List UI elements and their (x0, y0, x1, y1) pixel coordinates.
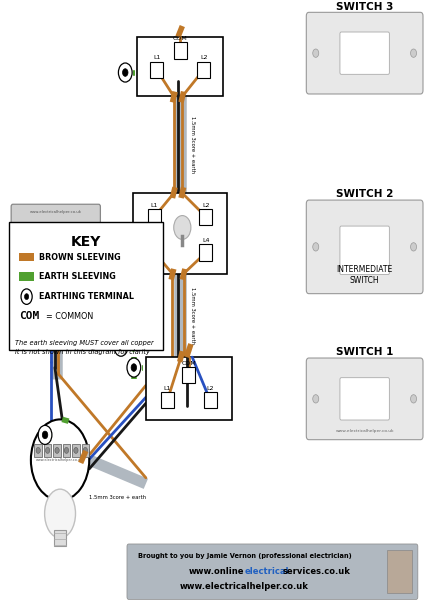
FancyBboxPatch shape (306, 200, 423, 293)
Circle shape (127, 358, 141, 377)
Circle shape (118, 63, 132, 82)
Text: L4: L4 (202, 238, 210, 244)
Circle shape (313, 49, 319, 58)
Text: COM: COM (19, 311, 39, 322)
Bar (204, 392, 217, 409)
Text: EARTH SLEEVING: EARTH SLEEVING (39, 272, 115, 281)
Text: 1.5mm 3core + earth: 1.5mm 3core + earth (190, 287, 195, 344)
Text: L1: L1 (163, 386, 171, 391)
Text: L3: L3 (151, 238, 158, 244)
Circle shape (38, 425, 52, 445)
Circle shape (123, 69, 128, 76)
Ellipse shape (45, 489, 76, 538)
Bar (199, 209, 212, 225)
Circle shape (55, 448, 59, 454)
Bar (148, 244, 161, 260)
Text: L2: L2 (202, 203, 210, 208)
Circle shape (174, 215, 191, 239)
Bar (17, 223, 94, 248)
Text: www.electricalhelper.co.uk: www.electricalhelper.co.uk (180, 583, 309, 592)
Text: services.co.uk: services.co.uk (282, 567, 350, 576)
Circle shape (118, 343, 124, 350)
Text: COM: COM (181, 361, 196, 366)
Text: SWITCH 2: SWITCH 2 (336, 190, 393, 199)
Text: L1: L1 (153, 55, 160, 61)
Bar (197, 62, 210, 77)
Text: = COMMON: = COMMON (46, 312, 93, 321)
Circle shape (411, 49, 417, 58)
Text: 1.5mm 3core + earth: 1.5mm 3core + earth (65, 290, 70, 347)
Circle shape (42, 431, 48, 439)
Text: EARTHING TERMINAL: EARTHING TERMINAL (39, 292, 133, 301)
Bar (53, 444, 61, 457)
Circle shape (45, 448, 50, 454)
Text: L2: L2 (200, 55, 208, 61)
Bar (133, 193, 227, 274)
Text: L2: L2 (206, 386, 214, 391)
Bar (161, 392, 174, 409)
FancyBboxPatch shape (340, 226, 390, 275)
Bar (72, 444, 80, 457)
Circle shape (74, 448, 78, 454)
Bar (148, 209, 161, 225)
Text: www.electricalhelper.co.uk: www.electricalhelper.co.uk (36, 458, 84, 461)
Text: www.electricalhelper.co.uk: www.electricalhelper.co.uk (30, 210, 82, 214)
Bar (174, 43, 187, 59)
Circle shape (313, 395, 319, 403)
Text: SWITCH 1: SWITCH 1 (336, 347, 393, 358)
Text: Brought to you by Jamie Vernon (professional electrician): Brought to you by Jamie Vernon (professi… (138, 553, 351, 559)
FancyBboxPatch shape (340, 377, 390, 420)
Bar (199, 244, 212, 260)
Circle shape (21, 289, 32, 304)
Text: 1.5mm 3core + earth: 1.5mm 3core + earth (190, 116, 195, 173)
Circle shape (114, 241, 128, 260)
Circle shape (73, 248, 77, 254)
Bar (387, 550, 412, 593)
Circle shape (83, 248, 87, 254)
Bar (146, 357, 232, 420)
Circle shape (36, 448, 40, 454)
Text: 1.5mm 3core + earth: 1.5mm 3core + earth (89, 494, 146, 500)
FancyBboxPatch shape (340, 32, 390, 74)
Bar (182, 367, 195, 383)
Text: SWITCH 3: SWITCH 3 (336, 2, 393, 12)
Text: electrical: electrical (245, 567, 289, 576)
Circle shape (62, 248, 66, 254)
Bar (82, 444, 89, 457)
Circle shape (411, 395, 417, 403)
Text: The earth sleeving MUST cover all copper
it is not shown in this diagram for cla: The earth sleeving MUST cover all copper… (15, 340, 154, 355)
Text: BROWN SLEEVING: BROWN SLEEVING (39, 253, 120, 262)
FancyBboxPatch shape (127, 544, 418, 599)
Circle shape (24, 293, 29, 299)
Text: KEY: KEY (71, 235, 101, 248)
Bar (34, 444, 42, 457)
Bar (9, 221, 163, 350)
FancyBboxPatch shape (306, 358, 423, 440)
Text: COM: COM (173, 37, 187, 41)
FancyBboxPatch shape (11, 204, 100, 260)
Circle shape (31, 419, 89, 500)
Circle shape (131, 364, 136, 371)
Circle shape (411, 242, 417, 251)
Bar (63, 444, 70, 457)
Bar (150, 62, 163, 77)
Bar (19, 272, 34, 281)
Bar (137, 37, 223, 97)
Text: L1: L1 (151, 203, 158, 208)
Bar (44, 444, 51, 457)
Text: www.online: www.online (189, 567, 245, 576)
Bar (54, 530, 66, 547)
Circle shape (313, 242, 319, 251)
Circle shape (64, 448, 69, 454)
Text: www.electricalhelper.co.uk: www.electricalhelper.co.uk (335, 429, 394, 433)
FancyBboxPatch shape (306, 13, 423, 94)
Circle shape (118, 247, 124, 254)
Circle shape (114, 337, 128, 356)
Text: INTERMEDIATE
SWITCH: INTERMEDIATE SWITCH (336, 265, 393, 286)
Circle shape (83, 448, 88, 454)
Bar (19, 253, 34, 262)
